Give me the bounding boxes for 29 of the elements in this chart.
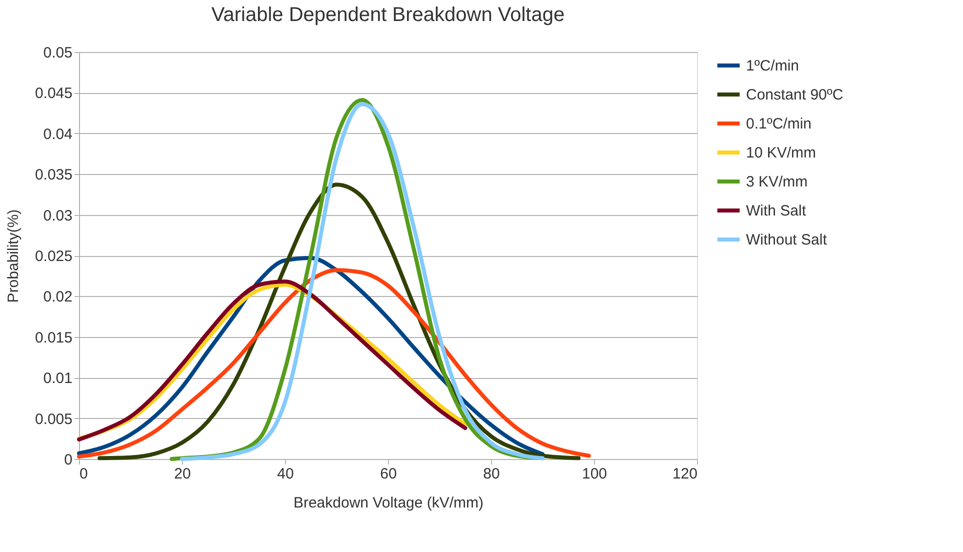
legend-label: 10 KV/mm xyxy=(746,144,816,162)
y-tick-label: 0.045 xyxy=(34,85,72,102)
x-axis-title: Breakdown Voltage (kV/mm) xyxy=(293,494,484,512)
x-tick-label: 0 xyxy=(80,466,88,482)
y-tick-label: 0.02 xyxy=(43,288,72,306)
legend-label: Without Salt xyxy=(746,232,828,248)
legend-label: 1ºC/min xyxy=(746,58,799,74)
x-tick-label: 80 xyxy=(483,466,500,482)
y-tick-label: 0.025 xyxy=(34,248,72,265)
y-tick-label: 0.005 xyxy=(34,410,72,428)
x-tick-label: 20 xyxy=(174,466,191,482)
line-series xyxy=(77,268,591,459)
legend-label: With Salt xyxy=(746,202,807,220)
y-axis-title: Probability(%) xyxy=(4,209,22,303)
legend-label: 0.1ºC/min xyxy=(746,116,812,132)
y-tick-label: 0.035 xyxy=(34,166,72,184)
x-tick-label: 60 xyxy=(380,466,397,482)
y-tick-label: 0.04 xyxy=(43,126,72,143)
y-tick-label: 0.05 xyxy=(43,44,72,62)
y-tick-label: 0.015 xyxy=(34,329,72,346)
x-tick-label: 100 xyxy=(582,466,608,482)
y-tick-label: 0 xyxy=(64,452,72,468)
x-tick-label: 120 xyxy=(672,466,698,482)
chart-title: Variable Dependent Breakdown Voltage xyxy=(211,4,565,26)
legend-label: 3 KV/mm xyxy=(746,174,808,190)
legend-label: Constant 90ºC xyxy=(746,86,844,104)
y-tick-label: 0.03 xyxy=(43,207,72,224)
y-tick-label: 0.01 xyxy=(43,370,72,388)
x-tick-label: 40 xyxy=(277,466,294,482)
